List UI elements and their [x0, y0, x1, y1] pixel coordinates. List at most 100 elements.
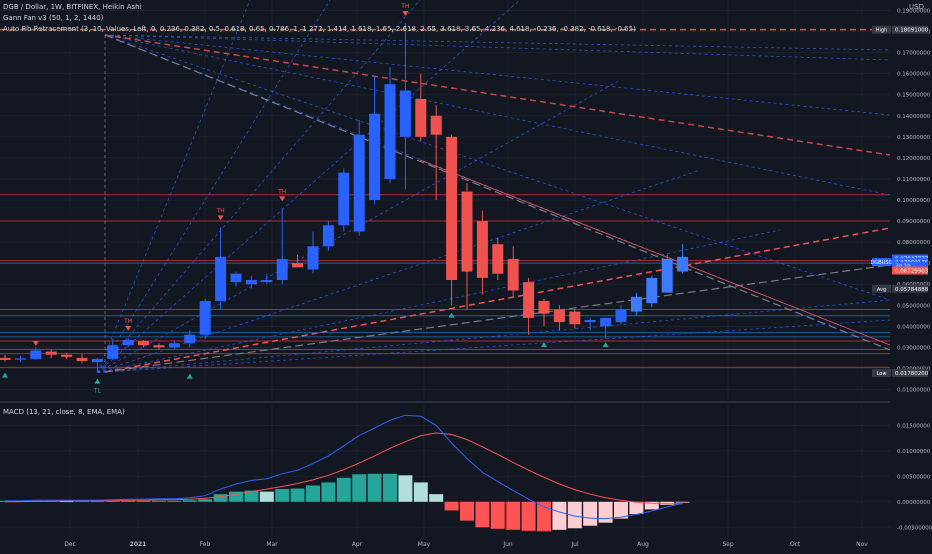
candle-body: [600, 317, 612, 327]
macd-histogram-bar: [121, 500, 136, 502]
gann-fan-line: [104, 34, 891, 116]
candle-body: [184, 334, 196, 344]
macd-histogram-bar: [675, 501, 690, 503]
gann-fan-line: [104, 34, 891, 196]
candle-body: [446, 136, 458, 280]
candle-body: [630, 296, 642, 312]
candle-body: [245, 280, 257, 285]
candle-body: [569, 311, 581, 325]
macd-histogram-bar: [490, 501, 505, 529]
macd-histogram-bar: [275, 489, 290, 502]
price-tick-label: 0.15000000: [897, 93, 931, 99]
marker-label: TH: [216, 207, 225, 214]
candle-body: [384, 84, 396, 179]
candle-body: [584, 320, 596, 323]
candle-body: [199, 301, 211, 335]
grid: [0, 0, 890, 540]
price-tick-label: 0.14000000: [897, 114, 931, 120]
price-label-name: Avg: [877, 287, 886, 293]
macd-histogram-bar: [583, 501, 598, 526]
trend-line: [104, 227, 891, 373]
gann-fan-line: [97, 0, 421, 373]
price-label-value: 0.18091000: [895, 28, 929, 34]
swing-low-marker: [448, 312, 455, 318]
macd-tick-label: 0.01000000: [897, 449, 931, 455]
macd-signal-line: [5, 432, 683, 505]
candle-body: [369, 113, 381, 200]
macd-histogram-bar: [429, 494, 444, 502]
macd-histogram-bar: [444, 501, 459, 511]
macd-histogram-bar: [213, 494, 228, 502]
macd-legend: MACD (13, 21, close, 8, EMA, EMA): [3, 408, 125, 416]
gann-fan-line: [104, 34, 891, 51]
macd-histogram-bar: [321, 482, 336, 502]
macd-histogram-bar: [644, 501, 659, 510]
gann-fan-line: [97, 0, 331, 373]
price-label-value-bg: [892, 261, 928, 270]
time-tick-label: Dec: [64, 541, 76, 548]
price-tick-label: 0.12000000: [897, 156, 931, 162]
candle-body: [353, 134, 365, 232]
candle-body: [215, 256, 227, 302]
marker-arrow-down: [279, 196, 286, 202]
trend-line: [104, 34, 891, 351]
time-tick-label: Apr: [352, 541, 363, 548]
macd-tick-label: 0.00000000: [897, 500, 931, 506]
price-label-value: 0.01780200: [895, 371, 929, 377]
candle-body: [322, 225, 334, 247]
gann-fan-line: [97, 169, 701, 374]
price-tick-label: 0.05000000: [897, 303, 931, 309]
swing-low-marker: [186, 373, 193, 379]
candle-body: [415, 98, 427, 137]
macd-histogram-bar: [629, 501, 644, 515]
swing-low-marker: [2, 372, 8, 378]
candle-body: [76, 357, 88, 362]
gann-fan-line: [104, 34, 891, 301]
macd-histogram-bar: [167, 500, 182, 502]
trend-line: [419, 159, 891, 346]
macd-histogram-bar: [413, 482, 428, 502]
price-label-value: 0.06729903: [895, 269, 929, 275]
price-tick-label: 0.08000000: [897, 240, 931, 246]
candle-body: [538, 301, 550, 314]
candle-body: [91, 358, 103, 363]
time-tick-label: Feb: [200, 541, 211, 548]
gann-fan-line: [97, 79, 621, 373]
annotations: TH TH TH TH TL: [2, 3, 609, 395]
gann-fan: [97, 0, 891, 374]
macd-histogram-bar: [475, 501, 490, 528]
macd-histogram-bar: [598, 501, 613, 523]
candle-body: [61, 354, 73, 357]
macd-histogram-bar: [75, 501, 89, 503]
macd-histogram-bar: [537, 501, 551, 532]
macd-histogram-bar: [506, 501, 521, 530]
macd-histogram-bar: [136, 500, 151, 502]
macd-histogram-bar: [614, 501, 628, 519]
price-label-value-bg: [892, 284, 928, 293]
time-tick-label: 2021: [130, 541, 147, 548]
macd-tick-label: 0.00500000: [897, 474, 931, 480]
macd-histogram-bar: [521, 501, 536, 531]
candle-body: [492, 244, 504, 274]
symbol-title: DGB / Dollar, 1W, BITFINEX, Heikin Ashi: [3, 3, 142, 11]
gann-fan-line: [104, 34, 891, 61]
time-tick-label: May: [418, 541, 431, 548]
macd-histogram-bar: [367, 473, 382, 502]
candle-body: [122, 340, 134, 346]
time-tick-label: Oct: [790, 541, 801, 548]
macd-histogram-bar: [152, 500, 166, 502]
macd-histogram-bar: [352, 474, 367, 502]
candle-body: [292, 263, 304, 268]
candle-body: [45, 351, 57, 355]
candle-body: [523, 282, 535, 318]
candle-body: [461, 191, 473, 272]
candle-body: [138, 341, 150, 346]
price-label-value-bg: [892, 266, 928, 275]
macd-histogram-bar: [552, 501, 567, 530]
marker-arrow-down: [217, 215, 224, 221]
price-tick-label: 0.13000000: [897, 135, 931, 141]
marker-label: TH: [123, 318, 132, 325]
price-label-value-bg: [892, 25, 928, 34]
